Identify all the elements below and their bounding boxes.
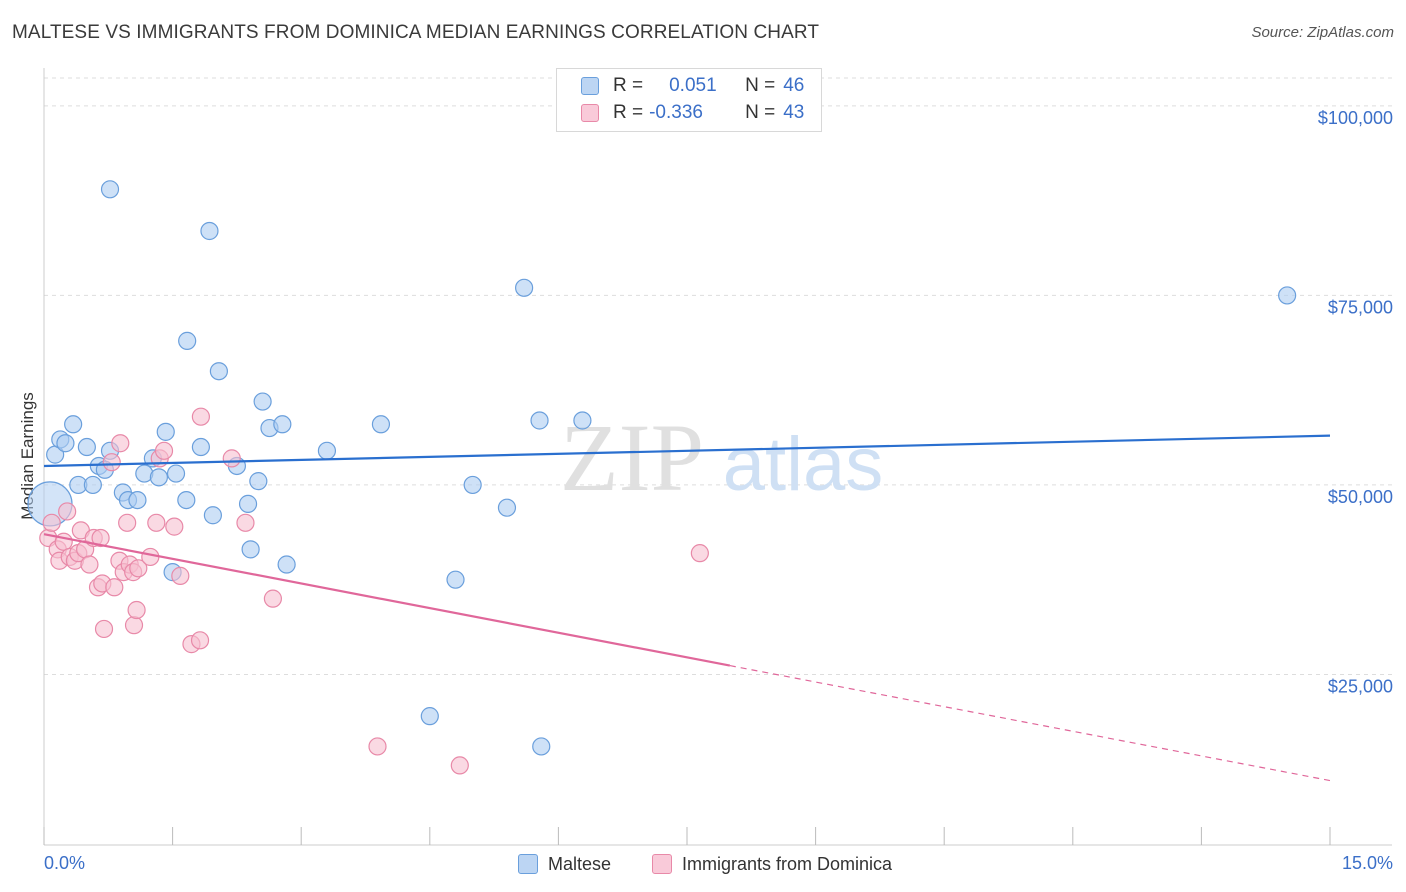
dominica-point bbox=[58, 502, 77, 521]
dominica-trend-line-dashed bbox=[729, 665, 1331, 782]
legend-n-label: N = bbox=[745, 75, 776, 96]
trend-lines bbox=[43, 434, 1331, 782]
maltese-point bbox=[77, 437, 96, 457]
maltese-point bbox=[238, 494, 258, 513]
dominica-point bbox=[154, 441, 174, 460]
maltese-point bbox=[515, 278, 534, 297]
y-axis-label: Median Earnings bbox=[18, 392, 37, 520]
dominica-point bbox=[105, 578, 124, 597]
maltese-point bbox=[446, 570, 465, 589]
y-tick-label: $25,000 bbox=[1328, 676, 1393, 696]
maltese-point bbox=[203, 506, 222, 525]
maltese-point bbox=[83, 475, 102, 495]
maltese-point bbox=[532, 737, 551, 756]
legend-row-dominica: R = -0.336 N = 43 bbox=[581, 100, 804, 126]
chart-title: MALTESE VS IMMIGRANTS FROM DOMINICA MEDI… bbox=[12, 22, 820, 43]
dominica-point bbox=[236, 513, 255, 532]
maltese-point bbox=[317, 441, 337, 460]
legend-r-label: R = bbox=[613, 75, 644, 96]
dominica-point bbox=[222, 449, 241, 468]
maltese-point bbox=[573, 411, 592, 430]
dominica-point bbox=[190, 631, 210, 650]
bottom-legend-dominica: Immigrants from Dominica bbox=[652, 851, 892, 877]
dominica-point bbox=[690, 544, 709, 563]
dominica-point bbox=[450, 756, 469, 775]
maltese-point bbox=[1278, 286, 1297, 305]
maltese-point bbox=[530, 411, 549, 430]
legend-row-maltese: R = 0.051 N = 46 bbox=[581, 73, 804, 99]
maltese-point bbox=[156, 422, 175, 441]
dominica-point bbox=[94, 619, 114, 639]
y-tick-label: $100,000 bbox=[1318, 108, 1393, 128]
dominica-point bbox=[118, 513, 137, 532]
maltese-trend-line bbox=[43, 434, 1331, 468]
maltese-point bbox=[178, 331, 197, 350]
dominica-point bbox=[127, 600, 146, 620]
dominica-point bbox=[102, 453, 121, 472]
maltese-point bbox=[64, 415, 83, 434]
bottom-legend-label: Maltese bbox=[548, 853, 612, 874]
watermark: ZIP atlas bbox=[560, 404, 883, 511]
legend-swatch-maltese bbox=[581, 77, 599, 95]
maltese-point bbox=[420, 707, 439, 726]
maltese-point bbox=[463, 475, 482, 495]
x-tick-labels: 0.0% 15.0% bbox=[44, 853, 1393, 873]
maltese-point bbox=[249, 472, 268, 491]
dominica-point bbox=[165, 517, 184, 536]
grid-lines bbox=[44, 77, 1392, 675]
scatter-points bbox=[27, 180, 1297, 775]
legend-r-value: -0.336 bbox=[649, 102, 703, 123]
bottom-swatch-maltese bbox=[518, 854, 538, 874]
dominica-point bbox=[147, 513, 166, 532]
maltese-point bbox=[241, 540, 260, 559]
x-tick-label: 0.0% bbox=[44, 853, 85, 873]
maltese-point bbox=[100, 180, 120, 199]
maltese-point bbox=[166, 464, 186, 483]
maltese-point bbox=[200, 221, 219, 241]
dominica-point bbox=[42, 513, 61, 532]
stats-legend: R = 0.051 N = 46 R = -0.336 N = 43 bbox=[556, 68, 822, 132]
dominica-point bbox=[80, 555, 99, 574]
maltese-point bbox=[209, 362, 228, 381]
dominica-point bbox=[124, 616, 144, 635]
bottom-swatch-dominica bbox=[652, 854, 672, 874]
maltese-point bbox=[277, 555, 296, 574]
dominica-point bbox=[111, 434, 130, 453]
legend-n-value: 46 bbox=[783, 75, 805, 96]
legend-swatch-dominica bbox=[581, 104, 599, 122]
x-tick-label: 15.0% bbox=[1342, 853, 1393, 873]
legend-r-label: R = bbox=[613, 102, 644, 123]
bottom-legend-label: Immigrants from Dominica bbox=[682, 853, 893, 874]
maltese-point bbox=[177, 490, 196, 510]
maltese-point bbox=[56, 434, 75, 453]
bottom-legend-maltese: Maltese bbox=[518, 851, 611, 877]
dominica-point bbox=[191, 407, 210, 426]
y-tick-label: $75,000 bbox=[1328, 297, 1393, 317]
axes bbox=[43, 68, 1392, 846]
maltese-point bbox=[191, 437, 210, 457]
maltese-point bbox=[371, 415, 391, 434]
dominica-point bbox=[129, 559, 148, 578]
dominica-point bbox=[141, 547, 160, 567]
y-tick-label: $50,000 bbox=[1328, 487, 1393, 507]
dominica-point bbox=[171, 566, 190, 585]
dominica-point bbox=[263, 589, 283, 608]
dominica-trend-line bbox=[43, 533, 731, 667]
maltese-point bbox=[273, 415, 292, 434]
legend-r-value: 0.051 bbox=[669, 75, 717, 96]
watermark-atlas: atlas bbox=[723, 422, 884, 507]
legend-n-label: N = bbox=[745, 102, 776, 123]
dominica-point bbox=[91, 528, 110, 548]
source-label: Source: ZipAtlas.com bbox=[1251, 24, 1394, 41]
maltese-point bbox=[497, 498, 517, 517]
legend-n-value: 43 bbox=[783, 102, 805, 123]
y-tick-labels: $25,000 $50,000 $75,000 $100,000 bbox=[1318, 108, 1393, 697]
maltese-point bbox=[128, 490, 147, 510]
dominica-point bbox=[368, 737, 387, 756]
maltese-point bbox=[253, 392, 272, 411]
maltese-point bbox=[149, 468, 168, 487]
